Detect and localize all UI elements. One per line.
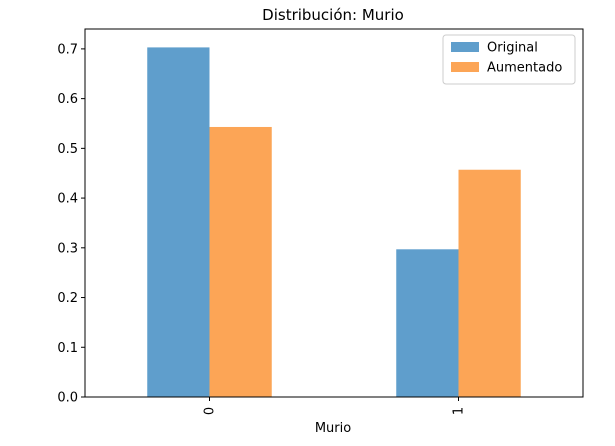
bar-original-1 bbox=[396, 249, 459, 397]
y-tick-label: 0.3 bbox=[57, 241, 78, 256]
x-tick-label: 1 bbox=[452, 407, 467, 415]
plot-frame bbox=[84, 28, 584, 398]
y-tick-label: 0.6 bbox=[57, 92, 78, 107]
bar-aumentado-1 bbox=[458, 169, 521, 397]
y-axis: 0.0 0.1 0.2 0.3 0.4 0.5 0.6 0.7 bbox=[57, 42, 85, 406]
legend-label-original: Original bbox=[487, 41, 538, 56]
y-tick-label: 0.1 bbox=[57, 341, 78, 356]
legend: Original Aumentado bbox=[442, 34, 576, 85]
bars-layer bbox=[147, 47, 521, 398]
bar-original-0 bbox=[147, 47, 210, 398]
y-tick-label: 0.4 bbox=[57, 192, 78, 207]
legend-label-aumentado: Aumentado bbox=[487, 61, 562, 76]
bar-aumentado-0 bbox=[209, 126, 272, 398]
y-tick-label: 0.5 bbox=[57, 142, 78, 157]
legend-swatch-original bbox=[451, 42, 479, 52]
chart-title: Distribución: Murio bbox=[262, 6, 404, 24]
y-tick-label: 0.2 bbox=[57, 291, 78, 306]
x-axis-label: Murio bbox=[315, 421, 351, 436]
x-tick-label: 0 bbox=[203, 407, 218, 415]
y-tick-label: 0.0 bbox=[57, 391, 78, 406]
y-tick-label: 0.7 bbox=[57, 42, 78, 57]
legend-swatch-aumentado bbox=[451, 62, 479, 72]
